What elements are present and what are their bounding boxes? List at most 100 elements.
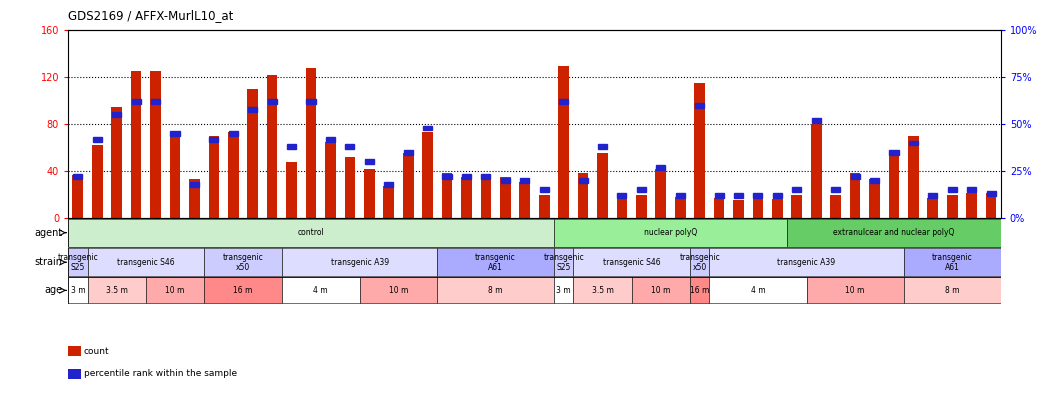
Bar [554, 248, 573, 276]
Bar [986, 193, 997, 218]
Text: transgenic
S25: transgenic S25 [543, 253, 584, 272]
Bar [68, 277, 88, 303]
Bar [890, 150, 898, 155]
Text: 8 m: 8 m [488, 286, 503, 295]
Bar [714, 198, 724, 218]
Bar [385, 182, 393, 187]
Bar [442, 175, 452, 179]
Bar [903, 277, 1001, 303]
Bar [422, 132, 433, 218]
Bar [967, 188, 977, 192]
Bar [807, 277, 903, 303]
Bar [423, 126, 432, 130]
Text: transgenic
x50: transgenic x50 [679, 253, 720, 272]
Text: 4 m: 4 m [313, 286, 328, 295]
Bar [656, 165, 665, 170]
Bar [690, 248, 709, 276]
Bar [403, 150, 413, 155]
Bar [559, 99, 568, 104]
Bar [772, 193, 782, 198]
Bar [929, 193, 937, 198]
Bar [286, 162, 297, 218]
Bar [146, 277, 204, 303]
Bar [554, 219, 787, 247]
Bar [247, 89, 258, 218]
Bar [461, 177, 472, 218]
Bar [812, 118, 821, 123]
Bar [850, 173, 860, 218]
Text: 10 m: 10 m [651, 286, 671, 295]
Bar [190, 182, 199, 187]
Bar [830, 194, 840, 218]
Bar [539, 194, 549, 218]
Bar [402, 153, 414, 218]
Bar [715, 193, 723, 198]
Text: 10 m: 10 m [166, 286, 184, 295]
Bar [228, 131, 238, 136]
Bar [616, 198, 628, 218]
Bar [481, 179, 492, 218]
Bar [72, 175, 83, 218]
Text: transgenic S46: transgenic S46 [117, 258, 175, 267]
Bar [365, 159, 374, 164]
Text: agent: agent [34, 228, 62, 238]
Bar [869, 179, 880, 218]
Bar [287, 144, 297, 149]
Bar [112, 113, 122, 117]
Bar [573, 277, 632, 303]
Bar [709, 248, 903, 276]
Bar [811, 124, 822, 218]
Text: GDS2169 / AFFX-MurlL10_at: GDS2169 / AFFX-MurlL10_at [68, 9, 234, 22]
Bar [676, 193, 684, 198]
Bar [947, 188, 957, 192]
Bar [573, 248, 690, 276]
Bar [171, 131, 179, 136]
Bar [617, 193, 627, 198]
Text: 16 m: 16 m [690, 286, 709, 295]
Text: 3.5 m: 3.5 m [106, 286, 128, 295]
Bar [359, 277, 437, 303]
Bar [690, 277, 709, 303]
Bar [966, 193, 977, 218]
Bar [578, 178, 588, 183]
Bar [540, 188, 549, 192]
Text: transgenic A39: transgenic A39 [330, 258, 389, 267]
Bar [481, 175, 490, 179]
Bar [210, 137, 218, 141]
Text: 16 m: 16 m [234, 286, 253, 295]
Bar [500, 177, 510, 218]
Text: 8 m: 8 m [945, 286, 960, 295]
Bar [772, 199, 783, 218]
Text: nuclear polyQ: nuclear polyQ [643, 228, 697, 237]
Bar [151, 99, 160, 104]
Text: transgenic
x50: transgenic x50 [222, 253, 263, 272]
Bar [325, 142, 335, 218]
Bar [204, 277, 282, 303]
Bar [346, 144, 354, 149]
Bar [462, 175, 471, 179]
Bar [92, 137, 102, 141]
Bar [92, 145, 103, 218]
Bar [437, 248, 554, 276]
Bar [752, 198, 763, 218]
Text: transgenic
S25: transgenic S25 [58, 253, 99, 272]
Bar [520, 178, 529, 183]
Bar [695, 83, 705, 218]
Bar [986, 191, 996, 196]
Bar [345, 157, 355, 218]
Bar [597, 153, 608, 218]
Text: age: age [44, 286, 62, 295]
Text: transgenic
A61: transgenic A61 [475, 253, 516, 272]
Bar [306, 99, 315, 104]
Bar [792, 188, 802, 192]
Text: 3.5 m: 3.5 m [591, 286, 613, 295]
Text: extranulcear and nuclear polyQ: extranulcear and nuclear polyQ [833, 228, 955, 237]
Bar [306, 68, 316, 218]
Bar [132, 99, 140, 104]
Text: 10 m: 10 m [389, 286, 408, 295]
Bar [636, 194, 647, 218]
Bar [791, 194, 802, 218]
Bar [282, 277, 359, 303]
Bar [947, 194, 958, 218]
Bar [437, 277, 554, 303]
